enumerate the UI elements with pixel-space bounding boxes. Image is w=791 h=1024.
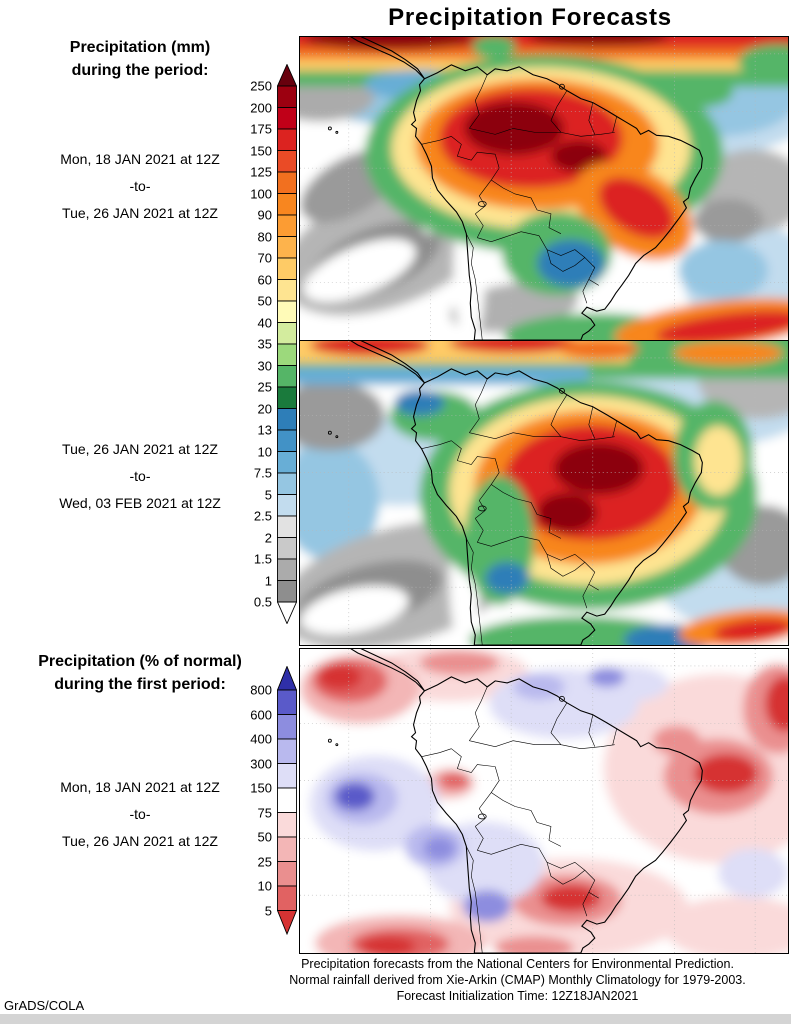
colorbar-mm-tick-25: 25 <box>257 379 272 395</box>
bottom-strip <box>0 1014 791 1024</box>
colorbar-pct-tick-400: 400 <box>250 731 272 747</box>
colorbar-pct-tick-600: 600 <box>250 707 272 722</box>
period3-dates: Mon, 18 JAN 2021 at 12Z -to- Tue, 26 JAN… <box>8 774 272 855</box>
colorbar-pct-tick-300: 300 <box>250 756 272 771</box>
colorbar-pct-tick-800: 800 <box>250 682 272 698</box>
map-panel-pct-normal <box>299 648 789 954</box>
precip-map-pct-normal <box>300 649 788 953</box>
period1-from: Mon, 18 JAN 2021 at 12Z <box>60 151 220 167</box>
period1-to: Tue, 26 JAN 2021 at 12Z <box>62 205 218 221</box>
colorbar-pct-tick-25: 25 <box>257 854 272 869</box>
colorbar-mm-tick-2: 2 <box>264 530 272 545</box>
colorbar-mm-tick-90: 90 <box>257 207 272 223</box>
period2-separator: -to- <box>129 468 151 484</box>
footer-line2: Normal rainfall derived from Xie-Arkin (… <box>289 973 746 987</box>
colorbar-mm-tick-10: 10 <box>257 444 272 459</box>
period2-dates: Tue, 26 JAN 2021 at 12Z -to- Wed, 03 FEB… <box>8 436 272 517</box>
mm-heading-line1: Precipitation (mm) <box>69 39 211 56</box>
colorbar-pct-tick-10: 10 <box>257 878 272 894</box>
colorbar-pct-labels: 800 600 400 300 150 75 50 25 10 5 <box>202 666 272 936</box>
pct-section-heading: Precipitation (% of normal) during the f… <box>8 650 272 696</box>
period1-separator: -to- <box>129 178 151 194</box>
period2-from: Tue, 26 JAN 2021 at 12Z <box>62 441 218 457</box>
period3-from: Mon, 18 JAN 2021 at 12Z <box>60 779 220 795</box>
colorbar-mm-tick-200: 200 <box>250 100 272 115</box>
colorbar-pct-tick-150: 150 <box>250 780 272 796</box>
precip-map-mm-period1 <box>300 37 788 340</box>
footer-caption: Precipitation forecasts from the Nationa… <box>245 956 790 1004</box>
colorbar-mm-tick-125: 125 <box>250 164 272 180</box>
colorbar-mm-tick-100: 100 <box>250 186 272 201</box>
period3-to: Tue, 26 JAN 2021 at 12Z <box>62 833 218 849</box>
map-panel-mm-period2 <box>299 340 789 646</box>
colorbar-mm-tick-30: 30 <box>257 358 272 373</box>
colorbar-mm-tick-35: 35 <box>257 336 272 352</box>
colorbar-mm-tick-175: 175 <box>250 121 272 137</box>
pct-heading-line1: Precipitation (% of normal) <box>38 653 242 670</box>
precip-field-period1 <box>300 37 788 340</box>
colorbar-mm-tick-40: 40 <box>257 315 272 330</box>
colorbar-mm-tick-60: 60 <box>257 272 272 287</box>
footer-line3: Forecast Initialization Time: 12Z18JAN20… <box>396 989 639 1003</box>
colorbar-mm-tick-1: 1 <box>264 573 272 588</box>
precip-field-pct <box>300 649 788 953</box>
map-panel-mm-period1 <box>299 36 789 341</box>
colorbar-mm-tick-250: 250 <box>250 78 272 94</box>
period3-separator: -to- <box>129 806 151 822</box>
colorbar-mm-tick-7.5: 7.5 <box>253 465 272 481</box>
colorbar-mm-tick-80: 80 <box>257 229 272 244</box>
period2-to: Wed, 03 FEB 2021 at 12Z <box>59 495 221 511</box>
colorbar-pct-tick-50: 50 <box>257 829 272 845</box>
colorbar-pct-tick-5: 5 <box>264 903 272 918</box>
colorbar-mm-labels: 250 200 175 150 125 100 90 80 70 60 50 40 35 30 25 20 13… <box>202 64 272 624</box>
page-title: Precipitation Forecasts <box>388 4 672 31</box>
pct-heading-line2: during the first period: <box>54 676 226 693</box>
colorbar-mm-tick-50: 50 <box>257 293 272 309</box>
colorbar-mm-tick-150: 150 <box>250 143 272 158</box>
colorbar-mm-tick-2.5: 2.5 <box>253 508 272 524</box>
precip-map-mm-period2 <box>300 341 788 645</box>
precip-field-period2 <box>300 341 788 645</box>
colorbar-mm-tick-5: 5 <box>264 487 272 502</box>
colorbar-mm-tick-0.5: 0.5 <box>253 594 272 610</box>
colorbar-mm-tick-70: 70 <box>257 250 272 266</box>
colorbar-mm-tick-20: 20 <box>257 401 272 416</box>
grads-cola-credit: GrADS/COLA <box>4 998 85 1013</box>
mm-heading-line2: during the period: <box>71 62 209 79</box>
colorbar-mm-tick-13: 13 <box>257 422 272 438</box>
colorbar-mm-tick-1.5: 1.5 <box>253 551 272 567</box>
footer-line1: Precipitation forecasts from the Nationa… <box>301 957 734 971</box>
mm-section-heading: Precipitation (mm) during the period: <box>8 36 272 82</box>
period1-dates: Mon, 18 JAN 2021 at 12Z -to- Tue, 26 JAN… <box>8 146 272 227</box>
colorbar-pct <box>276 665 298 940</box>
colorbar-pct-tick-75: 75 <box>257 805 272 820</box>
colorbar-mm <box>276 63 298 629</box>
